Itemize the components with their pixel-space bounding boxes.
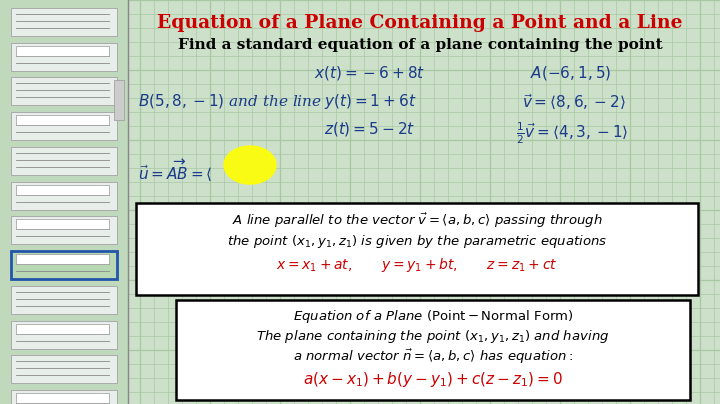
Bar — [16, 115, 109, 125]
Bar — [11, 147, 117, 175]
Bar — [114, 80, 124, 120]
Text: $x(t) = -6 + 8t$: $x(t) = -6 + 8t$ — [315, 64, 426, 82]
Bar — [11, 390, 117, 404]
Text: $\frac{1}{2}\vec{v} = \langle 4, 3, -1 \rangle$: $\frac{1}{2}\vec{v} = \langle 4, 3, -1 \… — [516, 120, 629, 145]
Text: $\mathit{the\ point}\ (x_1, y_1, z_1)\ \mathit{is\ given\ by\ the\ parametric\ e: $\mathit{the\ point}\ (x_1, y_1, z_1)\ \… — [227, 233, 607, 250]
Text: $\vec{u} = \overrightarrow{AB} = \langle$: $\vec{u} = \overrightarrow{AB} = \langle… — [138, 158, 212, 184]
Text: $A(-6, 1, 5)$: $A(-6, 1, 5)$ — [530, 64, 611, 82]
Bar — [11, 78, 117, 105]
Ellipse shape — [224, 146, 276, 184]
FancyBboxPatch shape — [136, 203, 698, 295]
Text: $\mathit{The\ plane\ containing\ the\ point}\ (x_1, y_1, z_1)\ \mathit{and\ havi: $\mathit{The\ plane\ containing\ the\ po… — [256, 328, 610, 345]
Bar — [11, 251, 117, 279]
Text: $\mathit{A\ line\ parallel\ to\ the\ vector}\ \vec{v} = \langle a, b, c \rangle\: $\mathit{A\ line\ parallel\ to\ the\ vec… — [232, 212, 603, 230]
Text: $z(t) = 5 - 2t$: $z(t) = 5 - 2t$ — [325, 120, 415, 138]
Bar — [11, 112, 117, 140]
Text: Find a standard equation of a plane containing the point: Find a standard equation of a plane cont… — [178, 38, 662, 52]
Bar — [11, 217, 117, 244]
Bar — [11, 286, 117, 314]
Bar — [11, 355, 117, 383]
Bar — [11, 320, 117, 349]
Bar — [16, 46, 109, 56]
Text: $\mathit{a\ normal\ vector}\ \vec{n} = \langle a, b, c \rangle\ \mathit{has\ equ: $\mathit{a\ normal\ vector}\ \vec{n} = \… — [293, 348, 573, 366]
Text: $a(x - x_1) + b(y - y_1) + c(z - z_1) = 0$: $a(x - x_1) + b(y - y_1) + c(z - z_1) = … — [303, 370, 563, 389]
Bar — [16, 254, 109, 264]
Bar — [0, 0, 128, 404]
Bar — [11, 43, 117, 71]
Text: $\mathit{Equation\ of\ a\ Plane}\ \mathrm{(Point} - \mathrm{Normal\ Form)}$: $\mathit{Equation\ of\ a\ Plane}\ \mathr… — [293, 308, 573, 325]
Bar — [11, 182, 117, 210]
Bar — [16, 185, 109, 195]
Text: $\vec{v} = \langle 8, 6, -2 \rangle$: $\vec{v} = \langle 8, 6, -2 \rangle$ — [522, 92, 626, 112]
Bar — [16, 324, 109, 334]
Text: Equation of a Plane Containing a Point and a Line: Equation of a Plane Containing a Point a… — [157, 14, 683, 32]
Text: $x = x_1 + at,\qquad y = y_1 + bt,\qquad z = z_1 + ct$: $x = x_1 + at,\qquad y = y_1 + bt,\qquad… — [276, 256, 558, 274]
Bar — [16, 219, 109, 229]
Bar — [11, 8, 117, 36]
FancyBboxPatch shape — [176, 300, 690, 400]
Text: $y(t) = 1 + 6t$: $y(t) = 1 + 6t$ — [324, 92, 416, 111]
Text: $B(5, 8, -1)$ and the line: $B(5, 8, -1)$ and the line — [138, 92, 322, 110]
Bar — [16, 393, 109, 403]
